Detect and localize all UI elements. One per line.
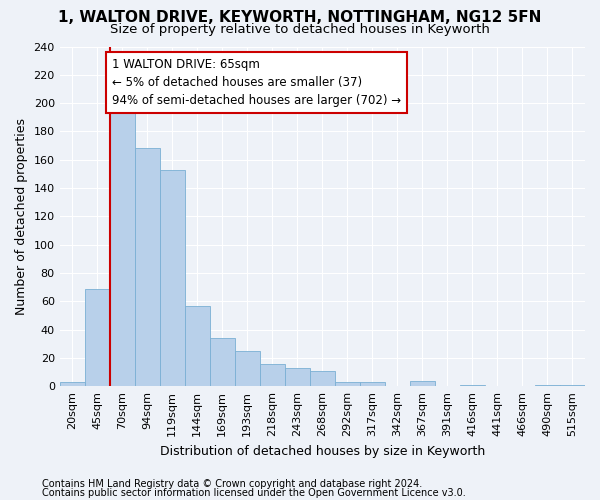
Bar	[560, 385, 585, 386]
Bar	[535, 385, 560, 386]
Y-axis label: Number of detached properties: Number of detached properties	[15, 118, 28, 315]
Text: 1 WALTON DRIVE: 65sqm
← 5% of detached houses are smaller (37)
94% of semi-detac: 1 WALTON DRIVE: 65sqm ← 5% of detached h…	[112, 58, 401, 107]
Bar	[310, 370, 335, 386]
Bar	[335, 382, 360, 386]
Bar	[59, 382, 85, 386]
Text: Size of property relative to detached houses in Keyworth: Size of property relative to detached ho…	[110, 22, 490, 36]
Bar	[160, 170, 185, 386]
Bar	[135, 148, 160, 386]
Bar	[360, 382, 385, 386]
Bar	[260, 364, 285, 386]
Text: 1, WALTON DRIVE, KEYWORTH, NOTTINGHAM, NG12 5FN: 1, WALTON DRIVE, KEYWORTH, NOTTINGHAM, N…	[58, 10, 542, 25]
Bar	[85, 288, 110, 386]
Bar	[285, 368, 310, 386]
Bar	[110, 113, 135, 386]
X-axis label: Distribution of detached houses by size in Keyworth: Distribution of detached houses by size …	[160, 444, 485, 458]
Text: Contains public sector information licensed under the Open Government Licence v3: Contains public sector information licen…	[42, 488, 466, 498]
Bar	[185, 306, 210, 386]
Bar	[235, 351, 260, 386]
Text: Contains HM Land Registry data © Crown copyright and database right 2024.: Contains HM Land Registry data © Crown c…	[42, 479, 422, 489]
Bar	[210, 338, 235, 386]
Bar	[410, 380, 435, 386]
Bar	[460, 385, 485, 386]
